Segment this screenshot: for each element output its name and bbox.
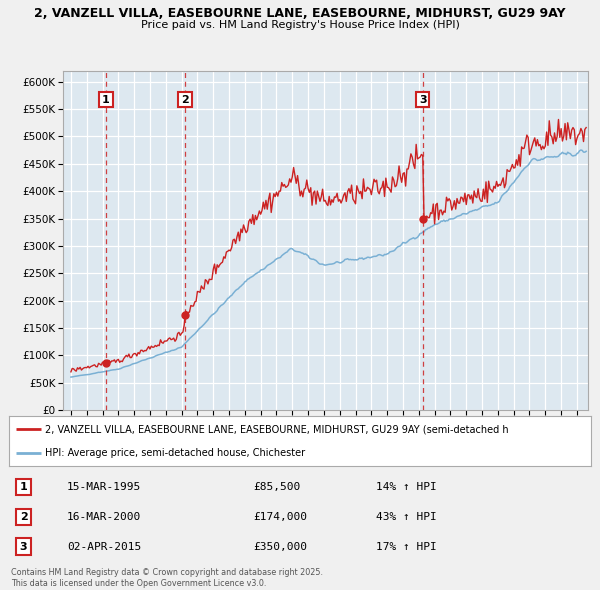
Text: 14% ↑ HPI: 14% ↑ HPI <box>376 482 436 492</box>
Text: 2: 2 <box>181 94 189 104</box>
Text: 2, VANZELL VILLA, EASEBOURNE LANE, EASEBOURNE, MIDHURST, GU29 9AY: 2, VANZELL VILLA, EASEBOURNE LANE, EASEB… <box>34 7 566 20</box>
Text: 3: 3 <box>419 94 427 104</box>
Text: 02-APR-2015: 02-APR-2015 <box>67 542 142 552</box>
Text: 16-MAR-2000: 16-MAR-2000 <box>67 512 142 522</box>
Text: 2, VANZELL VILLA, EASEBOURNE LANE, EASEBOURNE, MIDHURST, GU29 9AY (semi-detached: 2, VANZELL VILLA, EASEBOURNE LANE, EASEB… <box>45 424 509 434</box>
Text: 2: 2 <box>20 512 28 522</box>
Text: £85,500: £85,500 <box>253 482 301 492</box>
Text: 1: 1 <box>20 482 28 492</box>
Text: HPI: Average price, semi-detached house, Chichester: HPI: Average price, semi-detached house,… <box>45 448 305 458</box>
Text: Price paid vs. HM Land Registry's House Price Index (HPI): Price paid vs. HM Land Registry's House … <box>140 20 460 30</box>
Text: 17% ↑ HPI: 17% ↑ HPI <box>376 542 436 552</box>
Text: £174,000: £174,000 <box>253 512 307 522</box>
Text: 1: 1 <box>102 94 110 104</box>
Text: 43% ↑ HPI: 43% ↑ HPI <box>376 512 436 522</box>
Text: Contains HM Land Registry data © Crown copyright and database right 2025.
This d: Contains HM Land Registry data © Crown c… <box>11 568 323 588</box>
Text: 15-MAR-1995: 15-MAR-1995 <box>67 482 142 492</box>
Text: 3: 3 <box>20 542 28 552</box>
Text: £350,000: £350,000 <box>253 542 307 552</box>
